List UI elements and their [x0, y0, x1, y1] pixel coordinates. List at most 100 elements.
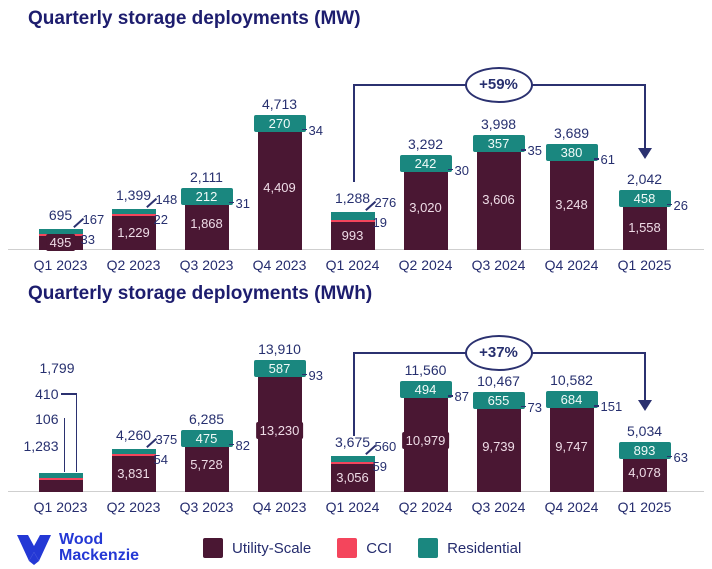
utility-value-label: 3,831: [113, 465, 154, 483]
cci-value-label: 19: [372, 215, 387, 231]
cci-tick: [666, 203, 672, 206]
utility-value-label: 10,979: [401, 432, 450, 450]
residential-value-chip: 380: [545, 144, 598, 162]
cci-tick: [447, 168, 453, 171]
axis-label: Q4 2023: [252, 257, 307, 273]
total-value-label: 1,288: [334, 190, 371, 207]
mw-chart-title: Quarterly storage deployments (MW): [28, 8, 361, 29]
legend-label: Residential: [447, 539, 522, 557]
logo-line1: Wood: [59, 530, 104, 548]
total-value-label: 3,292: [407, 135, 444, 152]
cci-value-label: 35: [527, 143, 542, 158]
total-value-label: 695: [48, 207, 73, 224]
woodmac-logo-text: Wood Mackenzie: [59, 530, 140, 565]
total-value-label: 10,467: [477, 372, 520, 389]
axis-label: Q1 2025: [617, 499, 672, 515]
utility-value-label: 3,020: [405, 198, 446, 216]
utility-value-label: 1,229: [113, 223, 154, 241]
residential-value-chip: 587: [253, 359, 306, 377]
cci-tick: [447, 395, 453, 397]
cci-tick: [228, 443, 234, 446]
legend-label: CCI: [366, 539, 393, 557]
residential-segment: [38, 473, 83, 479]
axis-label: Q3 2024: [471, 499, 526, 515]
total-value-label: 3,689: [553, 125, 590, 142]
cci-value-label: 87: [454, 389, 469, 405]
utility-value-label: 993: [337, 227, 368, 245]
cci-value-label: 22: [153, 211, 168, 227]
cci-tick: [301, 373, 307, 376]
axis-label: Q3 2024: [471, 257, 526, 273]
axis-label: Q1 2024: [325, 257, 380, 273]
total-value-label: 5,034: [626, 422, 663, 439]
cci-value-label: 34: [308, 122, 323, 138]
utility-value-label: 1,558: [624, 219, 665, 237]
axis-label: Q4 2024: [544, 257, 599, 273]
cci-tick: [593, 158, 599, 160]
legend-label: Utility-Scale: [232, 539, 312, 557]
cci-tick: [666, 455, 672, 458]
arrow-down-icon: [637, 148, 652, 159]
utility-segment: [38, 480, 83, 492]
axis-label: Q4 2024: [544, 499, 599, 515]
utility-value-label: 5,728: [186, 456, 227, 474]
legend-item-residential: Residential: [418, 538, 521, 558]
utility-value-label: 4,078: [624, 464, 665, 482]
cci-value-label: 33: [80, 232, 95, 248]
total-value-label: 2,111: [190, 168, 223, 185]
total-value-label: 11,560: [404, 362, 447, 379]
utility-value-label-out: 1,283: [23, 438, 59, 455]
total-value-label: 6,285: [188, 410, 225, 427]
cci-value-label: 54: [153, 452, 168, 468]
residential-segment: [38, 229, 83, 235]
total-value-label: 2,042: [626, 170, 663, 187]
residential-value-chip: 684: [545, 391, 598, 409]
bracket-vertical-source: [352, 84, 355, 182]
total-value-label: 10,582: [550, 372, 593, 389]
cci-value-label: 59: [372, 459, 387, 475]
utility-value-label: 1,868: [186, 214, 227, 232]
utility-value-label: 3,056: [332, 468, 373, 486]
woodmac-logo: Wood Mackenzie: [16, 531, 139, 565]
callout-line: [75, 393, 77, 473]
residential-value-label: 375: [155, 432, 178, 448]
cci-value-label: 151: [600, 399, 623, 415]
axis-label: Q3 2023: [179, 499, 234, 515]
utility-value-label: 4,409: [259, 179, 300, 197]
utility-value-label: 9,739: [478, 437, 519, 455]
growth-annotation: +37%: [464, 335, 533, 371]
cci-value-label: 61: [600, 152, 615, 168]
legend-swatch: [337, 538, 358, 558]
logo-line2: Mackenzie: [59, 547, 140, 564]
cci-tick: [593, 405, 599, 407]
total-value-label: 3,675: [334, 434, 371, 451]
mwh-chart-title: Quarterly storage deployments (MWh): [28, 283, 373, 304]
legend-item-cci: CCI: [337, 538, 392, 558]
axis-label: Q2 2023: [106, 499, 161, 515]
residential-value-chip: 270: [253, 114, 306, 132]
cci-value-label: 31: [235, 195, 250, 211]
cci-segment: [330, 220, 375, 223]
residential-value-chip: 458: [618, 189, 671, 207]
chart-legend: Utility-Scale CCI Residential: [203, 538, 521, 558]
axis-label: Q1 2023: [33, 499, 88, 515]
residential-segment: [330, 212, 375, 221]
arrow-down-icon: [637, 400, 652, 411]
axis-label: Q2 2024: [398, 257, 453, 273]
residential-value-chip: 475: [180, 429, 233, 447]
residential-value-chip: 655: [472, 391, 525, 409]
cci-tick: [301, 128, 307, 131]
total-value-label: 1,799: [39, 360, 75, 377]
cci-segment: [111, 454, 156, 457]
residential-value-chip: 357: [472, 135, 525, 152]
cci-value-label: 26: [673, 197, 688, 213]
cci-tick: [520, 149, 526, 151]
cci-value-label: 82: [235, 437, 250, 453]
residential-segment: [111, 449, 156, 455]
residential-value-label: 410: [35, 386, 59, 403]
residential-value-chip: 242: [399, 154, 452, 172]
residential-value-label: 148: [155, 191, 178, 207]
callout-dash: [60, 393, 77, 395]
axis-label: Q2 2023: [106, 257, 161, 273]
